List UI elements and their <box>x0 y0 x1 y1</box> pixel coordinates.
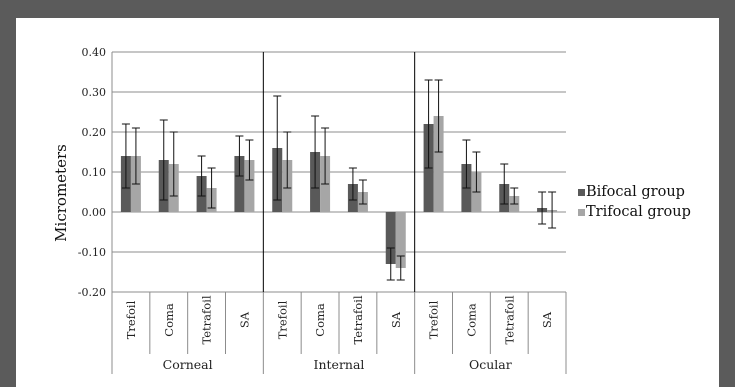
bar <box>433 116 444 212</box>
bar <box>234 156 245 212</box>
category-label: Coma <box>162 303 176 337</box>
y-tick-label: -0.10 <box>78 246 106 259</box>
category-label: Tetrafoil <box>200 295 214 344</box>
y-tick-label: 0.20 <box>82 126 107 139</box>
category-label: Tetrafoil <box>351 295 365 344</box>
category-label: Coma <box>464 303 478 337</box>
y-tick-labels: 0.40 0.30 0.20 0.10 0.00 -0.10 -0.20 <box>78 46 106 299</box>
legend: Bifocal group Trifocal group <box>578 184 691 220</box>
bar <box>385 212 396 264</box>
legend-swatch <box>578 189 585 196</box>
x-axis: Trefoil Coma Tetrafoil SA Trefoil Coma Tetrafo… <box>111 52 567 374</box>
category-label: Trefoil <box>124 300 138 339</box>
legend-label: Trifocal group <box>586 204 691 220</box>
gridlines <box>111 51 566 293</box>
chart-panel: 0.40 0.30 0.20 0.10 0.00 -0.10 -0.20 Trefoil Co… <box>16 18 719 387</box>
group-label: Ocular <box>469 357 512 372</box>
y-tick-label: 0.30 <box>82 86 107 99</box>
bar <box>244 160 255 212</box>
category-label: SA <box>237 311 251 328</box>
y-tick-label: 0.00 <box>82 206 107 219</box>
bar <box>395 212 406 268</box>
category-label: SA <box>389 311 403 328</box>
y-tick-label: 0.10 <box>82 166 107 179</box>
category-label: Trefoil <box>275 300 289 339</box>
group-label: Internal <box>314 357 365 372</box>
y-tick-label: -0.20 <box>78 286 106 299</box>
y-tick-label: 0.40 <box>82 46 107 59</box>
category-label: Coma <box>313 303 327 337</box>
error-bars <box>121 79 557 281</box>
group-label: Corneal <box>163 357 213 372</box>
bars <box>120 116 558 268</box>
y-axis-label: Micrometers <box>52 144 70 242</box>
category-label: SA <box>540 311 554 328</box>
legend-label: Bifocal group <box>586 184 685 200</box>
category-label: Tetrafoil <box>502 295 516 344</box>
bar-chart: 0.40 0.30 0.20 0.10 0.00 -0.10 -0.20 Trefoil Co… <box>52 46 691 374</box>
category-label: Trefoil <box>427 300 441 339</box>
legend-swatch <box>578 209 585 216</box>
